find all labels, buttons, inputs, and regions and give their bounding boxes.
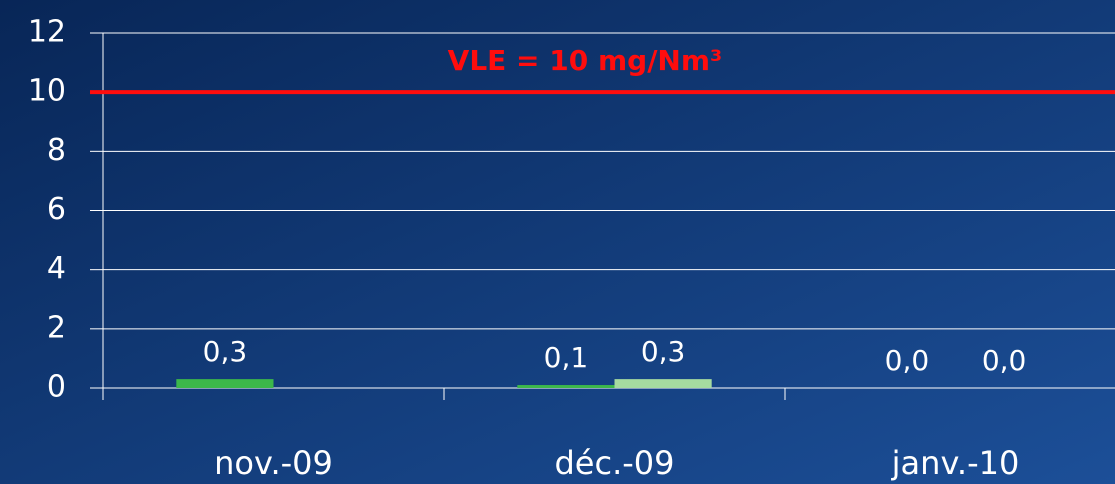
data-label: 0,3	[641, 335, 686, 368]
bar	[614, 379, 712, 388]
y-tick-label: 4	[47, 251, 66, 286]
data-label: 0,0	[885, 344, 930, 377]
y-tick-label: 12	[28, 15, 66, 50]
y-tick-label: 8	[47, 133, 66, 168]
bar	[517, 385, 615, 388]
y-tick-label: 10	[28, 74, 66, 109]
x-tick-label: janv.-10	[891, 444, 1020, 482]
reference-label: VLE = 10 mg/Nm³	[448, 44, 723, 77]
x-tick-label: nov.-09	[214, 444, 333, 482]
data-label: 0,3	[203, 335, 248, 368]
bar	[176, 379, 274, 388]
data-label: 0,0	[982, 344, 1027, 377]
y-tick-label: 0	[47, 370, 66, 405]
data-label: 0,1	[544, 341, 589, 374]
x-tick-label: déc.-09	[554, 444, 674, 482]
y-tick-label: 6	[47, 192, 66, 227]
y-tick-label: 2	[47, 310, 66, 345]
